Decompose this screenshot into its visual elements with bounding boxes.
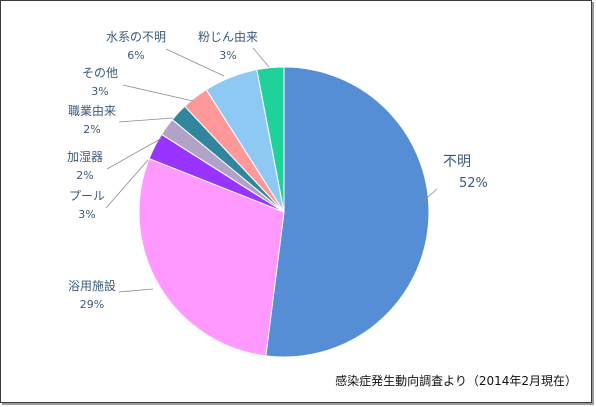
slice-3-leader-line [105, 159, 149, 209]
source-note: 感染症発生動向調査より（2014年2月現在） [335, 374, 577, 388]
slice-4-leader-line [106, 137, 163, 170]
slice-6-label-group: その他 3% [82, 66, 118, 98]
slice-1-percent-label: 52% [459, 176, 488, 191]
slice-8-label-group: 粉じん由来 3% [198, 30, 258, 62]
slice-4-label-group: 加湿器 2% [67, 149, 103, 182]
slice-5-category-label: 職業由来 [68, 104, 116, 118]
slice-3-percent-label: 3% [78, 208, 95, 221]
slice-5-leader-line [118, 117, 174, 123]
slice-8-leader-line [252, 47, 270, 68]
slice-2-wedge [138, 157, 285, 357]
slice-2-category-label: 浴用施設 [68, 278, 116, 293]
slice-1-leader-line [418, 188, 438, 206]
slice-4-percent-label: 2% [76, 169, 93, 182]
slice-1-label-group: 不明 52% [443, 154, 488, 191]
slice-8-wedge [256, 66, 285, 213]
slice-8-category-label: 粉じん由来 [198, 30, 258, 44]
slice-5-label-group: 職業由来 2% [68, 104, 116, 136]
slice-6-percent-label: 3% [91, 85, 108, 98]
slice-7-category-label: 水系の不明 [106, 30, 166, 44]
slice-7-label-group: 水系の不明 6% [106, 30, 166, 62]
slice-7-percent-label: 6% [127, 49, 144, 62]
slice-2-percent-label: 29% [80, 298, 104, 311]
slice-3-label-group: プール 3% [69, 189, 105, 221]
slice-2-label-group: 浴用施設 29% [68, 278, 116, 311]
slice-4-category-label: 加湿器 [67, 149, 103, 164]
slice-1-category-label: 不明 [443, 154, 471, 170]
slice-6-category-label: その他 [82, 66, 118, 80]
slice-5-percent-label: 2% [83, 123, 100, 136]
slice-6-leader-line [122, 84, 194, 102]
slice-8-percent-label: 3% [219, 49, 236, 62]
slice-3-category-label: プール [69, 189, 105, 203]
slice-2-leader-line [118, 288, 154, 293]
slice-1-wedge [265, 66, 430, 358]
slice-7-leader-line [165, 48, 225, 77]
